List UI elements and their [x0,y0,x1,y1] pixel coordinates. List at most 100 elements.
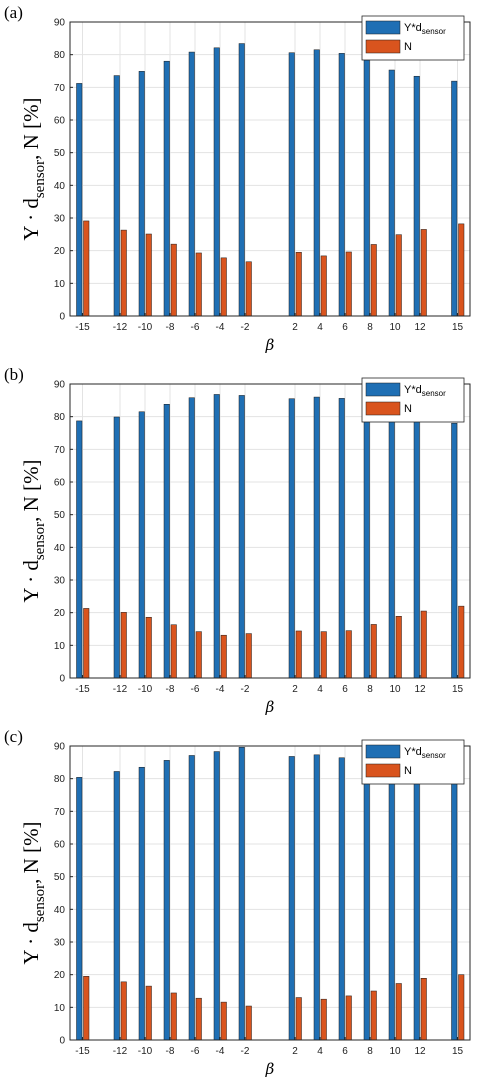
legend-label: N [404,765,412,777]
bar-series-1 [413,417,420,679]
y-tick-label: 70 [54,807,66,818]
y-tick-label: 30 [54,576,66,587]
bar-series-1 [238,747,245,1041]
chart-panel-b: 0 10 20 30 40 50 60 70 80 90 -15 -12 -10 -8 -6 -4 -2 2 4 6 8… [0,362,480,718]
bar-series-1 [138,411,145,679]
chart-svg: 0 10 20 30 40 50 60 70 80 90 -15 -12 -10 -8 -6 -4 -2 2 4 6 8… [4,727,471,1078]
panel-label: (b) [4,365,24,384]
x-tick-label: 10 [389,1046,401,1057]
y-tick-label: 60 [54,116,66,127]
bar-series-2 [370,990,377,1041]
bar-series-2 [145,233,152,317]
x-tick-label: -2 [241,322,250,333]
y-tick-label: 20 [54,246,66,257]
legend-label: N [404,41,412,53]
legend: Y*dsensor N [361,739,465,785]
x-tick-label: 12 [414,1046,426,1057]
legend-swatch [365,744,401,759]
bar-series-2 [170,243,177,317]
bar-series-1 [238,43,245,317]
bar-series-2 [245,261,252,317]
y-axis-label: Y · dsensor, N [%] [19,97,48,240]
y-tick-label: 30 [54,214,66,225]
bar-series-1 [363,762,370,1041]
x-axis-label: β [265,336,275,354]
bar-series-1 [413,775,420,1041]
panel-label: (c) [4,727,23,746]
y-tick-label: 20 [54,608,66,619]
bar-series-1 [213,47,220,317]
legend-swatch [365,20,401,35]
bar-series-1 [113,75,120,317]
legend: Y*dsensor N [361,377,465,423]
x-tick-label: -6 [191,1046,200,1057]
y-tick-label: 10 [54,279,66,290]
x-tick-label: -10 [138,322,153,333]
x-tick-label: 6 [342,684,348,695]
bar-series-1 [113,416,120,679]
bar-series-1 [338,53,345,317]
bar-series-2 [295,997,302,1041]
bar-series-2 [420,978,427,1041]
bar-series-1 [163,760,170,1041]
y-tick-label: 80 [54,50,66,61]
legend-swatch [365,39,401,54]
bar-series-2 [145,985,152,1041]
bar-series-1 [363,59,370,317]
panel-label: (a) [4,3,23,22]
y-tick-label: 10 [54,1003,66,1014]
x-tick-label: -15 [75,1046,90,1057]
bar-series-1 [451,422,458,679]
y-tick-label: 40 [54,181,66,192]
x-tick-label: -12 [113,1046,128,1057]
bar-series-2 [370,624,377,679]
bar-series-2 [320,255,327,317]
bar-series-1 [113,771,120,1041]
bar-series-2 [220,257,227,317]
x-tick-label: -10 [138,1046,153,1057]
bar-series-2 [395,616,402,679]
x-axis-label: β [265,1060,275,1078]
bar-series-1 [338,757,345,1041]
y-tick-label: 30 [54,938,66,949]
x-tick-label: -4 [216,1046,225,1057]
bar-series-1 [76,83,83,317]
bar-series-2 [195,252,202,317]
y-tick-label: 20 [54,970,66,981]
bar-series-2 [370,244,377,317]
bar-series-1 [313,396,320,679]
bar-series-1 [163,404,170,679]
bar-series-1 [388,69,395,317]
x-tick-label: -4 [216,322,225,333]
bar-series-2 [420,610,427,679]
axes-box [69,383,471,679]
bar-series-2 [120,981,127,1041]
y-tick-label: 0 [59,312,65,323]
bar-series-1 [363,404,370,679]
bar-series-2 [320,998,327,1041]
bar-series-1 [138,766,145,1041]
y-tick-label: 50 [54,872,66,883]
y-tick-label: 90 [54,18,66,29]
x-tick-label: -10 [138,684,153,695]
bar-series-1 [413,75,420,317]
x-axis-label: β [265,698,275,716]
bar-series-2 [195,631,202,679]
chart-svg: 0 10 20 30 40 50 60 70 80 90 -15 -12 -10 -8 -6 -4 -2 2 4 6 8… [4,3,471,354]
bar-series-1 [188,397,195,679]
x-tick-label: 8 [367,684,373,695]
bar-series-1 [76,420,83,679]
bar-series-1 [288,398,295,679]
y-tick-label: 60 [54,478,66,489]
legend-label: N [404,403,412,415]
x-tick-label: 15 [452,1046,464,1057]
bar-series-1 [451,778,458,1041]
y-tick-label: 40 [54,543,66,554]
bar-series-1 [451,80,458,317]
chart-panel-a: 0 10 20 30 40 50 60 70 80 90 -15 -12 -10 -8 -6 -4 -2 2 4 6 8… [0,0,480,356]
y-tick-label: 0 [59,674,65,685]
bar-series-1 [76,777,83,1041]
y-tick-label: 90 [54,380,66,391]
x-tick-label: -6 [191,684,200,695]
bar-series-2 [395,983,402,1041]
